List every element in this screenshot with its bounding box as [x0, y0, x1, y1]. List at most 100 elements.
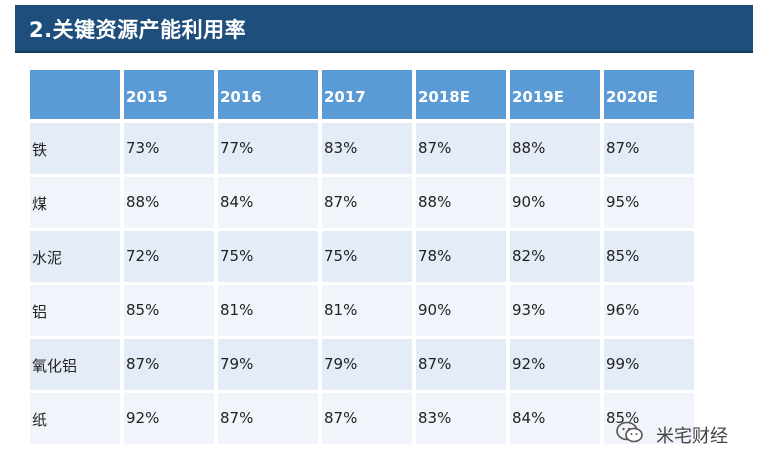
header-cell: 2016	[218, 70, 318, 119]
value-cell: 93%	[510, 285, 600, 336]
cell-value: 79%	[324, 355, 358, 373]
value-cell: 87%	[322, 177, 412, 228]
cell-value: 93%	[512, 301, 546, 319]
row-label-cell: 铁	[30, 123, 120, 174]
value-cell: 90%	[510, 177, 600, 228]
row-label: 铝	[32, 303, 48, 321]
header-cell: 2017	[322, 70, 412, 119]
wechat-icon	[616, 421, 643, 443]
value-cell: 87%	[322, 393, 412, 444]
cell-value: 81%	[220, 301, 254, 319]
row-label: 铁	[32, 141, 48, 159]
value-cell: 72%	[124, 231, 214, 282]
value-cell: 85%	[604, 231, 694, 282]
cell-value: 87%	[324, 409, 358, 427]
cell-value: 87%	[606, 139, 640, 157]
header-cell: 2018E	[416, 70, 506, 119]
row-label: 纸	[32, 411, 48, 429]
cell-value: 87%	[126, 355, 160, 373]
header-label: 2016	[220, 88, 262, 106]
cell-value: 99%	[606, 355, 640, 373]
value-cell: 87%	[218, 393, 318, 444]
cell-value: 83%	[418, 409, 452, 427]
value-cell: 79%	[322, 339, 412, 390]
value-cell: 75%	[322, 231, 412, 282]
value-cell: 77%	[218, 123, 318, 174]
value-cell: 88%	[124, 177, 214, 228]
row-label-cell: 煤	[30, 177, 120, 228]
row-label: 煤	[32, 195, 48, 213]
value-cell: 92%	[124, 393, 214, 444]
value-cell: 84%	[218, 177, 318, 228]
value-cell: 90%	[416, 285, 506, 336]
value-cell: 99%	[604, 339, 694, 390]
cell-value: 73%	[126, 139, 160, 157]
cell-value: 82%	[512, 247, 546, 265]
cell-value: 84%	[512, 409, 546, 427]
value-cell: 83%	[322, 123, 412, 174]
header-cell-corner	[30, 70, 120, 119]
value-cell: 88%	[510, 123, 600, 174]
cell-value: 88%	[512, 139, 546, 157]
cell-value: 83%	[324, 139, 358, 157]
cell-value: 87%	[324, 193, 358, 211]
cell-value: 72%	[126, 247, 160, 265]
header-label: 2018E	[418, 88, 470, 106]
cell-value: 90%	[512, 193, 546, 211]
row-label-cell: 纸	[30, 393, 120, 444]
value-cell: 85%	[124, 285, 214, 336]
cell-value: 85%	[126, 301, 160, 319]
row-label-cell: 水泥	[30, 231, 120, 282]
cell-value: 88%	[418, 193, 452, 211]
value-cell: 95%	[604, 177, 694, 228]
cell-value: 84%	[220, 193, 254, 211]
value-cell: 82%	[510, 231, 600, 282]
watermark-text: 米宅财经	[656, 426, 728, 447]
row-label-cell: 氧化铝	[30, 339, 120, 390]
header-label: 2020E	[606, 88, 658, 106]
cell-value: 87%	[220, 409, 254, 427]
row-label: 氧化铝	[32, 357, 78, 375]
value-cell: 81%	[218, 285, 318, 336]
header-cell: 2019E	[510, 70, 600, 119]
value-cell: 87%	[124, 339, 214, 390]
cell-value: 75%	[324, 247, 358, 265]
header-label: 2019E	[512, 88, 564, 106]
value-cell: 79%	[218, 339, 318, 390]
value-cell: 88%	[416, 177, 506, 228]
cell-value: 75%	[220, 247, 254, 265]
value-cell: 87%	[416, 123, 506, 174]
cell-value: 87%	[418, 355, 452, 373]
watermark: 米宅财经	[616, 419, 756, 449]
cell-value: 87%	[418, 139, 452, 157]
title-bar: 2.关键资源产能利用率	[15, 5, 753, 53]
value-cell: 83%	[416, 393, 506, 444]
value-cell: 92%	[510, 339, 600, 390]
cell-value: 79%	[220, 355, 254, 373]
value-cell: 73%	[124, 123, 214, 174]
page-title: 2.关键资源产能利用率	[29, 18, 247, 42]
cell-value: 81%	[324, 301, 358, 319]
header-cell: 2020E	[604, 70, 694, 119]
cell-value: 78%	[418, 247, 452, 265]
cell-value: 85%	[606, 247, 640, 265]
row-label-cell: 铝	[30, 285, 120, 336]
value-cell: 84%	[510, 393, 600, 444]
value-cell: 96%	[604, 285, 694, 336]
cell-value: 92%	[512, 355, 546, 373]
cell-value: 92%	[126, 409, 160, 427]
row-label: 水泥	[32, 249, 63, 267]
value-cell: 87%	[604, 123, 694, 174]
value-cell: 81%	[322, 285, 412, 336]
header-label: 2015	[126, 88, 168, 106]
cell-value: 88%	[126, 193, 160, 211]
cell-value: 96%	[606, 301, 640, 319]
value-cell: 87%	[416, 339, 506, 390]
value-cell: 75%	[218, 231, 318, 282]
utilization-table: 2015 2016 2017 2018E 2019E 2020E 铁 73% 77% 83% 87%…	[30, 70, 694, 460]
cell-value: 77%	[220, 139, 254, 157]
header-label: 2017	[324, 88, 366, 106]
header-cell: 2015	[124, 70, 214, 119]
cell-value: 95%	[606, 193, 640, 211]
